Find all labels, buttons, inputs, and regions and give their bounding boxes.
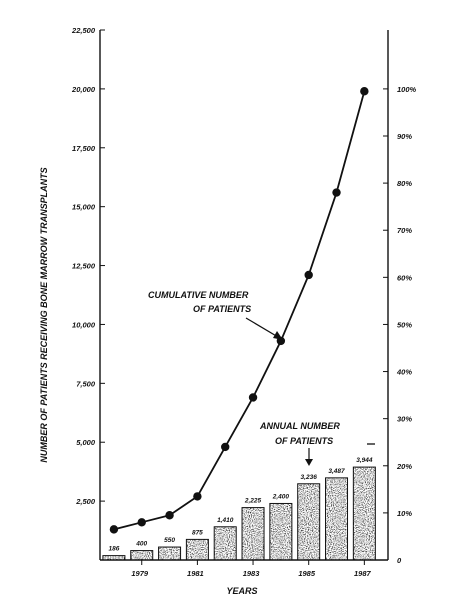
labels-layer: 186 400 550 875 1,410 2,225 2,400 3,236 3,487 3,9… [108,457,372,553]
bar-value-label: 3,236 [301,474,318,481]
y-tick-label: 17,500 [72,144,96,153]
bar-fill [102,555,125,560]
y-right-tick-label: 100% [397,85,417,94]
bar-value-label: 400 [135,541,147,548]
y-tick-label: 12,500 [72,262,96,271]
bar-fill [186,539,209,560]
y-tick-label: 2,500 [75,497,96,506]
cumulative-point [304,270,313,280]
y-right-tick-label: 30% [397,415,412,424]
y-tick-label: 22,500 [71,26,96,35]
bar-value-label: 186 [108,546,119,553]
y-right-tick-label: 40% [396,368,412,377]
bar-value-label: 2,225 [244,498,262,505]
cumulative-point [165,511,174,520]
x-tick-label: 1983 [243,569,261,578]
bar-value-label: 2,400 [272,493,290,500]
cumulative-annotation-arrowhead [273,331,283,340]
y-tick-label: 7,500 [76,379,96,388]
y-right-tick-label-zero: 0 [397,556,402,565]
y-axis-label: NUMBER OF PATIENTS RECEIVING BONE MARROW… [39,167,49,462]
annual-annotation-arrowhead [305,459,313,466]
x-axis-label: YEARS [226,586,257,596]
annual-annotation-line1: ANNUAL NUMBER [259,421,340,431]
annual-annotation: ANNUAL NUMBER OF PATIENTS [259,421,375,466]
bar-value-label: 1,410 [217,517,234,524]
cumulative-point [360,87,369,96]
y-right-tick-label: 60% [397,273,412,282]
cumulative-annotation-arrow [245,317,279,338]
cumulative-point [332,188,341,197]
cumulative-line [113,91,366,531]
annual-annotation-line2: OF PATIENTS [275,436,333,446]
bar-fill [214,526,237,560]
y-tick-label: 5,000 [76,438,96,447]
y-tick-label: 20,000 [71,85,96,94]
bar-value-label: 3,944 [356,457,373,464]
y-right-tick-label: 70% [397,226,412,235]
cumulative-point [248,393,258,402]
bars-layer [102,466,376,561]
cumulative-annotation-line2: OF PATIENTS [193,304,251,314]
y-right-tick-label: 50% [397,320,412,329]
cumulative-point [109,525,119,534]
bar-fill [325,477,348,560]
bar-fill [242,507,265,560]
y-right-tick-label: 90% [397,132,412,141]
cumulative-point [137,518,146,527]
bar-value-label: 3,487 [328,468,345,475]
bar-fill [353,467,376,560]
y-tick-label: 15,000 [72,203,96,212]
cumulative-line-layer [109,87,369,534]
x-tick-label: 1979 [131,569,149,578]
cumulative-annotation-line1: CUMULATIVE NUMBER [148,290,249,300]
bar-fill [269,503,292,560]
cumulative-annotation: CUMULATIVE NUMBER OF PATIENTS [148,290,283,340]
bar-fill [158,547,181,560]
cumulative-point [221,442,230,452]
bar-fill [130,550,153,560]
x-tick-label: 1985 [298,569,316,578]
cumulative-point [193,492,202,501]
y-right-tick-label: 10% [397,509,412,518]
y-right-tick-label: 20% [396,462,412,471]
bar-value-label: 550 [164,537,175,544]
bar-value-label: 875 [192,529,203,536]
y-tick-label: 10,000 [72,320,96,329]
bar-fill [297,483,320,560]
x-tick-label: 1981 [187,569,204,578]
axes-layer: 2,500 5,000 7,500 10,000 12,500 15,000 17,500 2… [71,26,416,578]
x-tick-label: 1987 [354,569,372,578]
y-right-tick-label: 80% [397,179,412,188]
